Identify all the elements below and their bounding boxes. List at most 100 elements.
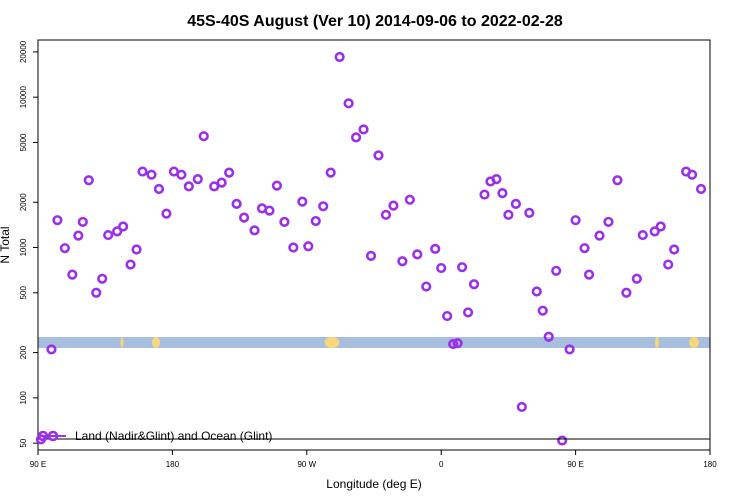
data-point — [59, 243, 70, 254]
data-point — [452, 338, 463, 349]
data-point — [279, 216, 290, 228]
y-tick-label: 10000 — [19, 85, 28, 108]
data-point — [412, 249, 423, 260]
data-point — [310, 215, 321, 227]
data-point — [583, 269, 595, 280]
data-point — [365, 250, 377, 261]
data-point — [421, 281, 432, 292]
data-point — [594, 230, 605, 241]
data-point — [350, 132, 362, 143]
data-point — [46, 344, 57, 355]
data-point — [543, 331, 554, 342]
data-point — [73, 230, 84, 241]
data-point — [663, 259, 674, 270]
data-point — [183, 181, 194, 192]
data-point — [303, 241, 314, 252]
data-point — [603, 216, 614, 228]
data-point — [112, 226, 123, 237]
data-point — [516, 401, 527, 413]
x-axis: 90 E 180 90 W 0 90 E 180 — [30, 450, 717, 469]
y-tick-label: 500 — [19, 286, 28, 300]
land-patch — [120, 337, 124, 348]
data-point — [238, 212, 250, 223]
data-point — [397, 256, 408, 267]
data-point — [216, 177, 227, 188]
legend-marker — [37, 430, 49, 442]
data-point — [249, 225, 260, 236]
x-tick-label: 180 — [166, 460, 180, 469]
y-tick-label: 1000 — [19, 238, 28, 256]
data-point — [637, 229, 648, 241]
data-point — [621, 287, 632, 298]
x-tick-label: 90 E — [30, 460, 46, 469]
data-point — [318, 201, 329, 212]
data-point — [631, 273, 642, 284]
data-point — [479, 189, 490, 200]
data-point — [468, 279, 480, 290]
y-tick-label: 20000 — [19, 40, 28, 63]
ocean-band — [38, 337, 710, 348]
data-point — [118, 221, 129, 232]
data-point — [146, 169, 157, 180]
data-point — [288, 242, 299, 253]
data-point — [537, 305, 548, 316]
data-point — [524, 207, 535, 218]
data-point — [404, 194, 415, 205]
y-tick-label: 200 — [19, 345, 28, 359]
data-point — [67, 269, 78, 280]
data-point — [264, 205, 275, 216]
data-point — [176, 169, 187, 180]
land-patch — [655, 337, 659, 348]
data-point — [297, 196, 308, 207]
x-tick-label: 90 W — [297, 460, 316, 469]
data-points — [35, 51, 707, 446]
data-point — [579, 243, 590, 254]
data-point — [192, 174, 203, 185]
data-point — [686, 169, 698, 180]
data-point — [103, 229, 114, 241]
data-point — [497, 188, 508, 199]
data-point — [669, 244, 680, 255]
data-point — [131, 244, 142, 255]
data-point — [510, 198, 521, 210]
legend-entry: Land (Nadir&Glint) and Ocean (Glint) — [75, 429, 272, 443]
data-point — [358, 124, 369, 135]
data-point — [388, 200, 399, 211]
data-point — [77, 216, 88, 228]
data-point — [503, 209, 514, 220]
data-point — [649, 226, 660, 237]
data-point — [380, 209, 392, 220]
y-axis-label: N Total — [0, 226, 12, 263]
data-point — [442, 310, 453, 322]
data-point — [457, 262, 468, 273]
data-point — [209, 181, 220, 192]
data-point — [448, 338, 459, 350]
surface-type-band — [38, 337, 710, 348]
plot-frame — [37, 39, 711, 451]
y-tick-label: 5000 — [19, 133, 28, 151]
land-patch — [324, 337, 340, 348]
data-point — [557, 435, 568, 446]
y-tick-label: 100 — [19, 391, 28, 405]
x-tick-label: 180 — [703, 460, 717, 469]
data-point — [83, 175, 94, 186]
data-point — [343, 98, 354, 109]
data-point — [231, 198, 242, 210]
chart-title: 45S-40S August (Ver 10) 2014-09-06 to 20… — [187, 13, 563, 30]
data-point — [564, 344, 575, 355]
data-point — [655, 221, 666, 232]
x-tick-label: 90 E — [567, 460, 583, 469]
data-point — [436, 262, 447, 274]
data-point — [491, 174, 502, 185]
y-axis: 50 100 200 500 1000 2000 5000 10000 20000 — [19, 40, 38, 448]
data-point — [224, 167, 235, 178]
data-point — [531, 286, 542, 297]
data-point — [153, 183, 165, 195]
data-point — [91, 287, 102, 298]
y-tick-label: 50 — [19, 438, 28, 447]
data-point — [695, 183, 707, 195]
x-tick-label: 0 — [439, 460, 444, 469]
data-point — [612, 175, 623, 186]
data-point — [570, 215, 581, 226]
